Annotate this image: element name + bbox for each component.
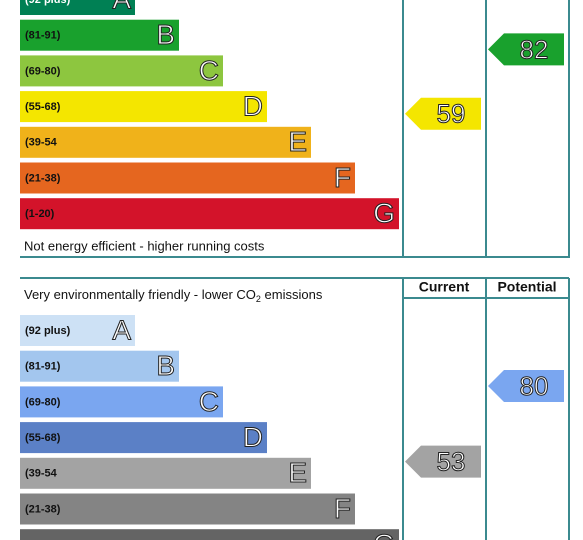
band-letter: B [156,350,175,381]
rating-value: 53 [437,446,466,476]
band-range: (39-54 [25,468,58,480]
rating-band [20,350,179,382]
band-range: (55-68) [25,101,61,113]
band-letter: E [288,126,307,157]
column-header: Current [419,279,470,295]
band-letter: B [156,19,175,50]
rating-band [20,198,399,230]
rating-value: 80 [520,371,549,401]
note-tail: emissions [261,287,323,302]
band-letter: E [288,457,307,488]
band-letter: A [112,0,131,14]
rating-value: 59 [437,99,466,129]
rating-arrow [405,445,481,478]
band-letter: F [334,162,351,193]
band-range: (39-54 [25,137,58,149]
rating-band [20,386,223,418]
rating-band [20,162,355,194]
footer-text: Not energy efficient - higher running co… [24,238,265,253]
band-range: (21-38) [25,172,61,184]
rating-band [20,529,399,540]
rating-band [20,0,135,15]
band-letter: D [243,90,263,121]
band-range: (92 plus) [25,325,71,337]
rating-arrow [405,97,481,130]
note-sub: 2 [256,294,261,304]
note-main: Very environmentally friendly - lower CO [24,287,256,302]
band-range: (81-91) [25,361,61,373]
rating-arrow [488,33,564,66]
band-letter: G [373,529,395,540]
rating-band [20,19,179,51]
band-letter: G [373,198,395,229]
band-letter: A [112,314,131,345]
rating-band [20,55,223,87]
band-range: (81-91) [25,30,61,42]
note-text: Very environmentally friendly - lower CO… [24,287,323,304]
band-letter: C [199,55,219,86]
band-letter: F [334,493,351,524]
band-range: (1-20) [25,208,55,220]
band-letter: C [199,386,219,417]
band-range: (69-80) [25,65,61,77]
rating-band [20,91,267,123]
column-header: Potential [497,279,556,295]
band-range: (69-80) [25,396,61,408]
rating-band [20,422,267,454]
band-range: (92 plus) [25,0,71,6]
band-letter: D [243,421,263,452]
band-range: (21-38) [25,503,61,515]
rating-band [20,315,135,346]
rating-band [20,457,311,489]
rating-value: 82 [520,34,549,64]
rating-band [20,493,355,525]
band-range: (55-68) [25,432,61,444]
rating-band [20,126,311,158]
rating-arrow [488,370,564,402]
